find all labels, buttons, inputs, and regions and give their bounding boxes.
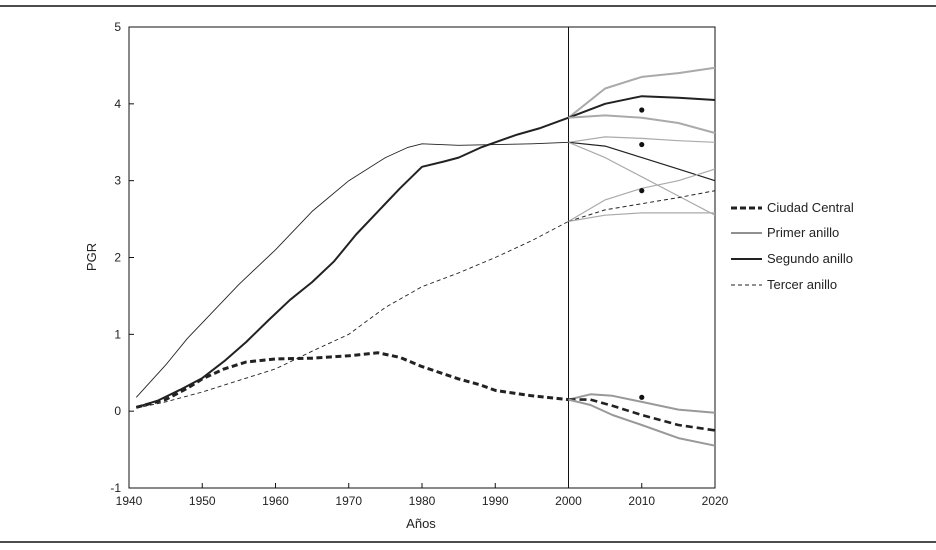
projection-layer [567, 66, 716, 447]
x-tick-label: 1970 [335, 494, 362, 508]
legend-label-tercer-anillo: Tercer anillo [767, 277, 837, 292]
y-tick-label: -1 [110, 481, 121, 495]
y-tick-label: 0 [114, 404, 121, 418]
y-tick-label: 1 [114, 327, 121, 341]
legend-label-primer-anillo: Primer anillo [767, 225, 839, 240]
x-axis-label: Años [406, 516, 436, 531]
projection-line-primer-anillo [568, 136, 716, 143]
x-tick-label: 2020 [702, 494, 729, 508]
y-tick-label: 4 [114, 97, 121, 111]
projection-line-ciudad-central [568, 393, 716, 414]
legend-label-segundo-anillo: Segundo anillo [767, 251, 853, 266]
legend-label-ciudad-central: Ciudad Central [767, 200, 854, 215]
series-layer [135, 116, 569, 409]
projection-line-tercer-anillo [568, 190, 716, 222]
x-tick-label: 1990 [482, 494, 509, 508]
projection-line-primer-anillo [568, 141, 716, 216]
plot-frame [128, 26, 716, 489]
x-tick-label: 1980 [409, 494, 436, 508]
x-tick-label: 1950 [189, 494, 216, 508]
projection-line-ciudad-central [568, 398, 716, 432]
series-line-tercer-anillo [136, 221, 569, 409]
series-line-ciudad-central [135, 351, 569, 409]
data-point [639, 141, 645, 148]
y-tick-label: 3 [114, 174, 121, 188]
y-axis-label: PGR [84, 243, 99, 271]
projection-line-tercer-anillo [568, 212, 715, 222]
series-line-segundo-anillo [136, 116, 569, 409]
legend: Ciudad Central Primer anillo Segundo ani… [731, 200, 854, 292]
axis-ticks: 1940 1950 1960 1970 1980 1990 2000 2010 2020 -1 0 1… [110, 20, 728, 508]
data-point [639, 107, 645, 113]
points-layer [639, 107, 645, 400]
data-point [639, 394, 645, 400]
series-line-primer-anillo [135, 141, 569, 398]
projection-line-segundo-anillo [568, 95, 716, 119]
x-tick-label: 2000 [555, 494, 582, 508]
data-point [639, 188, 645, 194]
y-tick-label: 5 [114, 20, 121, 34]
x-tick-label: 1960 [262, 494, 289, 508]
x-tick-label: 2010 [628, 494, 655, 508]
projection-line-segundo-anillo [567, 66, 716, 119]
projection-line-primer-anillo [568, 141, 716, 182]
x-tick-label: 1940 [116, 494, 143, 508]
y-tick-label: 2 [114, 251, 121, 265]
projection-line-segundo-anillo [568, 114, 716, 134]
projection-line-ciudad-central [568, 398, 716, 447]
